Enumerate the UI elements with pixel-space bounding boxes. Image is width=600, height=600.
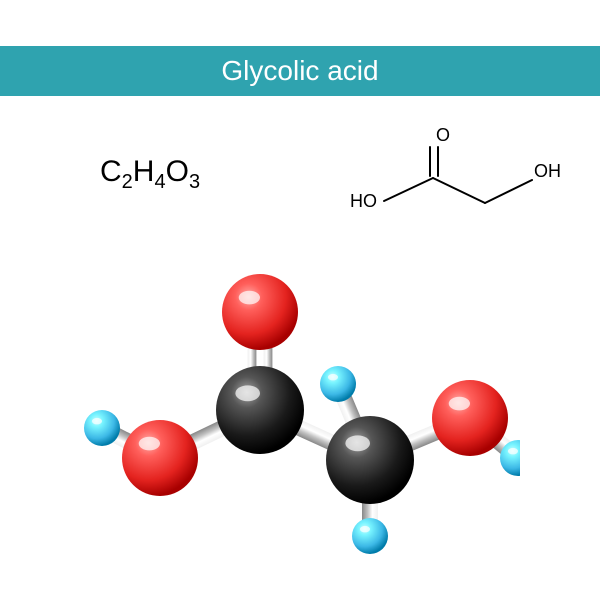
ball-stick-model xyxy=(80,260,520,560)
atom-o xyxy=(122,420,198,496)
atom-c xyxy=(216,366,304,454)
atom-h xyxy=(352,518,388,554)
atom-o xyxy=(222,274,298,350)
svg-text:HO: HO xyxy=(350,191,377,211)
atom-h xyxy=(320,366,356,402)
atom-c xyxy=(326,416,414,504)
skeletal-structure: O HO OH xyxy=(350,125,560,225)
svg-text:O: O xyxy=(436,125,450,145)
atom-h xyxy=(84,410,120,446)
title-text: Glycolic acid xyxy=(221,55,378,87)
svg-text:OH: OH xyxy=(534,161,560,181)
atom-o xyxy=(432,380,508,456)
title-bar: Glycolic acid xyxy=(0,46,600,96)
molecular-formula: C2H4O3 xyxy=(100,155,200,194)
